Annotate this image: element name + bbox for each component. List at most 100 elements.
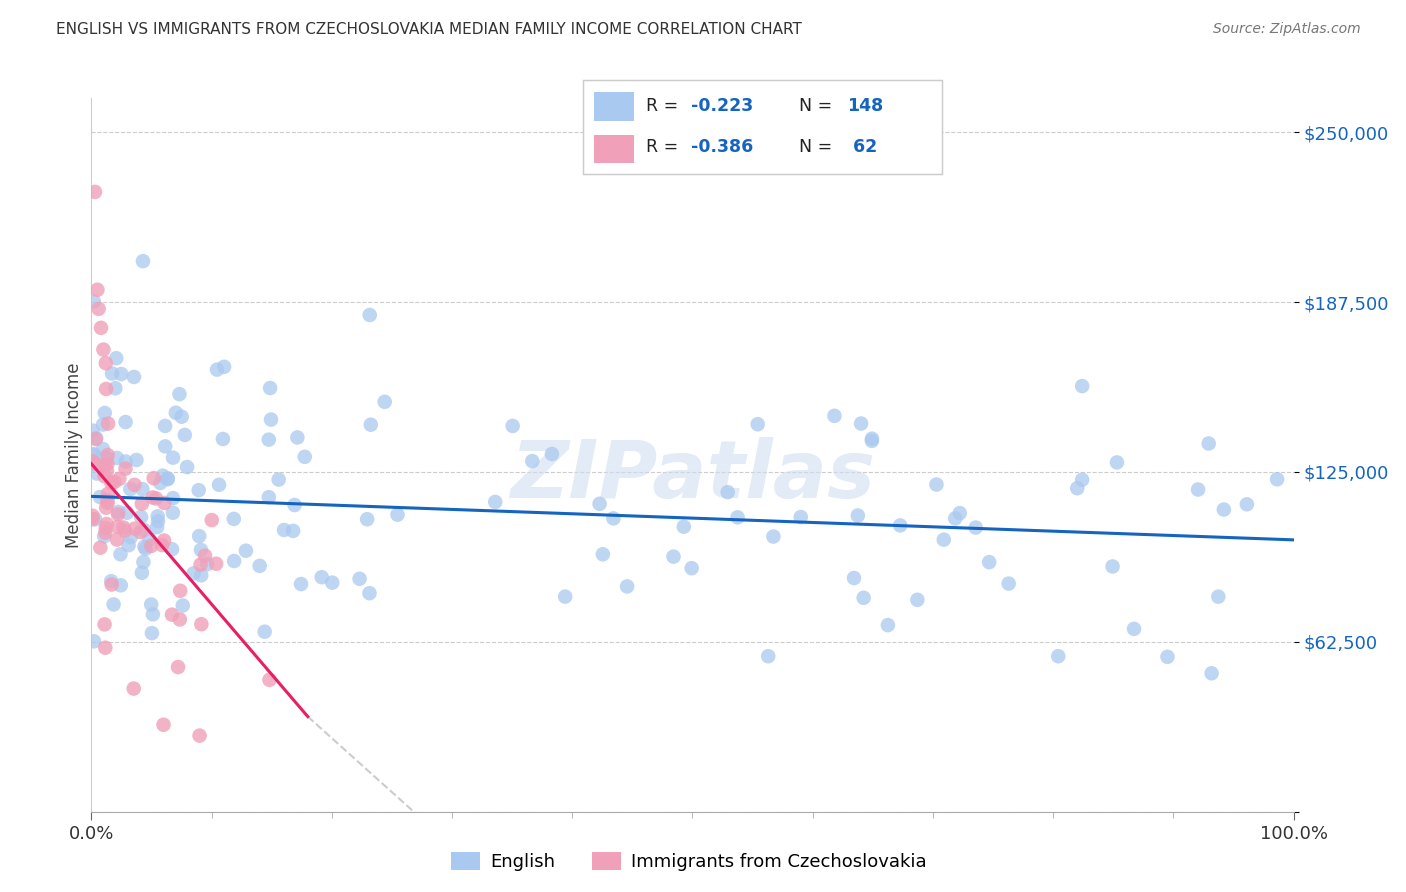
Point xyxy=(979,555,1001,569)
Point xyxy=(1212,502,1234,516)
Point xyxy=(173,428,195,442)
Point xyxy=(522,454,544,468)
Point xyxy=(672,519,695,533)
Point xyxy=(860,432,883,446)
Point xyxy=(823,409,845,423)
Point xyxy=(94,500,117,515)
Point xyxy=(592,547,614,561)
Point xyxy=(120,482,142,496)
Text: R =: R = xyxy=(647,97,683,115)
Point xyxy=(89,490,111,504)
Point xyxy=(82,424,104,438)
Point xyxy=(87,301,110,316)
Point xyxy=(105,533,128,547)
Text: N =: N = xyxy=(799,97,838,115)
Point xyxy=(124,478,146,492)
Point xyxy=(82,512,104,526)
Point xyxy=(94,525,117,540)
Point xyxy=(93,617,115,632)
Point xyxy=(122,681,145,696)
Point xyxy=(290,577,312,591)
Point xyxy=(1201,666,1223,681)
Point xyxy=(602,511,624,525)
Point xyxy=(965,520,987,534)
Point xyxy=(997,576,1019,591)
Point xyxy=(356,512,378,526)
Point xyxy=(110,367,132,381)
Point xyxy=(190,617,212,632)
Point xyxy=(169,612,191,626)
Point xyxy=(146,514,169,528)
Point xyxy=(93,343,115,357)
Point xyxy=(190,558,212,572)
Point xyxy=(502,419,524,434)
Point xyxy=(125,453,148,467)
Point xyxy=(146,509,169,524)
Point xyxy=(877,618,900,632)
Point xyxy=(94,356,117,370)
Point xyxy=(96,496,118,510)
Point xyxy=(142,491,165,505)
Point xyxy=(153,533,176,548)
Point xyxy=(155,439,177,453)
Point xyxy=(132,254,155,268)
Point xyxy=(321,575,343,590)
Point xyxy=(82,447,104,461)
Text: ZIPatlas: ZIPatlas xyxy=(510,437,875,516)
Point xyxy=(91,417,114,432)
Point xyxy=(96,382,118,396)
Point xyxy=(257,490,280,504)
Point xyxy=(889,518,911,533)
Point xyxy=(849,417,872,431)
Point xyxy=(90,321,112,335)
Bar xyxy=(595,93,634,120)
Point xyxy=(103,598,125,612)
Point xyxy=(1236,497,1258,511)
Point xyxy=(554,590,576,604)
Point xyxy=(156,472,179,486)
Point xyxy=(294,450,316,464)
Point xyxy=(112,520,135,534)
Text: Source: ZipAtlas.com: Source: ZipAtlas.com xyxy=(1213,22,1361,37)
Point xyxy=(188,529,211,543)
Bar xyxy=(595,135,634,162)
Point xyxy=(124,522,146,536)
Point xyxy=(129,524,152,539)
Point xyxy=(114,415,136,429)
Point xyxy=(152,717,174,731)
Point xyxy=(104,381,127,395)
Point xyxy=(756,649,779,664)
Point xyxy=(287,430,309,444)
Text: 62: 62 xyxy=(846,138,877,156)
Point xyxy=(208,477,231,491)
Point xyxy=(101,367,124,381)
Point xyxy=(224,554,246,568)
Point xyxy=(790,510,813,524)
Point xyxy=(97,448,120,462)
Point xyxy=(153,418,176,433)
Point xyxy=(160,542,183,557)
Point xyxy=(259,673,281,687)
Point xyxy=(360,417,382,432)
Point xyxy=(132,555,155,569)
Point xyxy=(762,529,785,543)
Point xyxy=(1123,622,1146,636)
Point xyxy=(83,634,105,648)
Point xyxy=(284,498,307,512)
Point xyxy=(82,508,104,523)
Point xyxy=(131,482,153,496)
Text: N =: N = xyxy=(799,138,838,156)
Point xyxy=(183,566,205,581)
Point xyxy=(387,508,409,522)
Point xyxy=(176,460,198,475)
Point xyxy=(142,471,165,485)
Point xyxy=(222,512,245,526)
Point xyxy=(170,409,193,424)
Point xyxy=(260,412,283,426)
Point xyxy=(169,387,191,401)
Point xyxy=(84,512,107,526)
Point xyxy=(281,524,304,538)
Point xyxy=(949,506,972,520)
Point xyxy=(107,505,129,519)
Point xyxy=(860,434,883,448)
